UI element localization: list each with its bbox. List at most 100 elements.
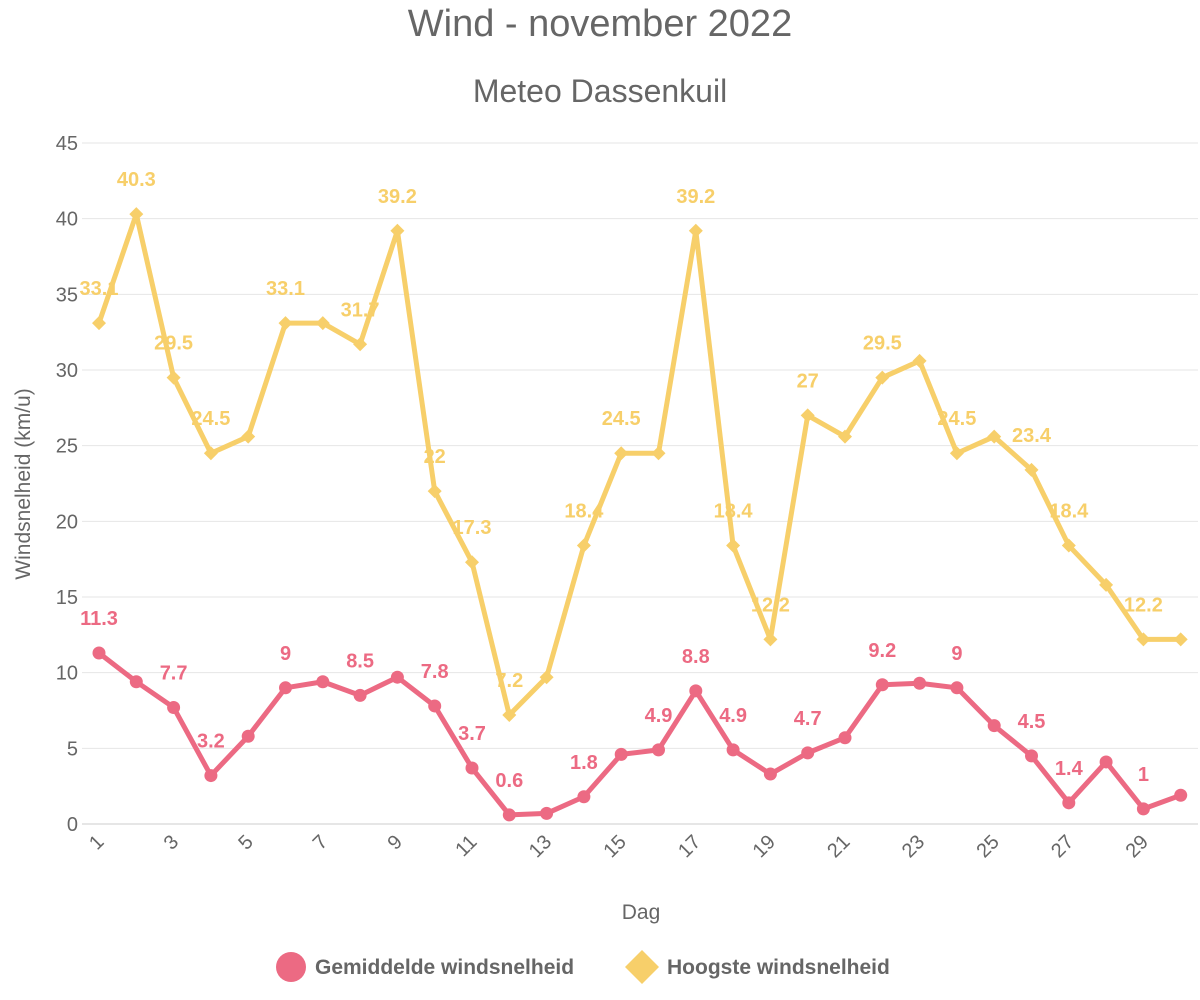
data-labels: 33.140.329.524.533.131.739.22217.37.218.… bbox=[80, 169, 1163, 792]
x-tick-label: 21 bbox=[823, 831, 854, 862]
y-axis-label: Windsnelheid (km/u) bbox=[12, 388, 35, 579]
data-point bbox=[1025, 749, 1038, 763]
data-point bbox=[539, 670, 554, 685]
legend-label-hoogste: Hoogste windsnelheid bbox=[667, 956, 890, 979]
legend[interactable]: Gemiddelde windsnelheid Hoogste windsnel… bbox=[276, 950, 890, 984]
data-label: 12.2 bbox=[1124, 594, 1163, 616]
data-label: 18.4 bbox=[564, 501, 604, 523]
data-label: 24.5 bbox=[191, 408, 230, 430]
x-tick-label: 17 bbox=[674, 831, 705, 862]
data-point bbox=[241, 429, 256, 444]
x-tick-label: 5 bbox=[234, 831, 257, 854]
data-point bbox=[502, 808, 516, 822]
data-label: 29.5 bbox=[863, 333, 902, 355]
data-point bbox=[465, 555, 479, 570]
data-label: 4.7 bbox=[794, 708, 822, 730]
data-label: 4.5 bbox=[1018, 711, 1046, 733]
data-point bbox=[801, 746, 815, 760]
data-label: 1 bbox=[1138, 764, 1149, 786]
data-point bbox=[577, 790, 591, 804]
data-point bbox=[987, 429, 1002, 444]
data-label: 3.7 bbox=[458, 723, 486, 745]
data-point bbox=[203, 446, 218, 461]
data-label: 24.5 bbox=[602, 408, 641, 430]
data-point bbox=[390, 223, 405, 238]
data-label: 0.6 bbox=[495, 770, 523, 792]
data-point bbox=[726, 743, 740, 757]
chart-subtitle: Meteo Dassenkuil bbox=[473, 73, 727, 109]
data-point bbox=[465, 761, 479, 775]
data-point bbox=[1099, 755, 1113, 769]
data-point bbox=[167, 700, 181, 714]
data-label: 7.7 bbox=[160, 662, 188, 684]
data-point bbox=[1136, 632, 1151, 647]
x-tick-label: 19 bbox=[749, 831, 780, 862]
data-point bbox=[576, 538, 591, 553]
y-tick-label: 10 bbox=[56, 663, 78, 685]
data-label: 33.1 bbox=[266, 278, 305, 300]
legend-item-hoogste[interactable]: Hoogste windsnelheid bbox=[625, 950, 890, 984]
y-tick-label: 15 bbox=[56, 587, 78, 609]
data-point bbox=[838, 429, 852, 444]
x-axis-label: Dag bbox=[622, 901, 661, 924]
data-point bbox=[1136, 802, 1150, 816]
x-tick-label: 29 bbox=[1122, 831, 1153, 862]
data-label: 29.5 bbox=[154, 333, 193, 355]
data-label: 1.4 bbox=[1055, 758, 1084, 780]
x-tick-label: 7 bbox=[309, 831, 332, 854]
legend-circle-icon bbox=[276, 952, 306, 982]
legend-item-gemiddelde[interactable]: Gemiddelde windsnelheid bbox=[276, 952, 574, 982]
data-label: 23.4 bbox=[1012, 425, 1052, 447]
data-point bbox=[875, 370, 890, 385]
data-label: 18.4 bbox=[714, 501, 754, 523]
series-line bbox=[96, 211, 1184, 718]
data-point bbox=[92, 316, 106, 331]
x-tick-label: 27 bbox=[1047, 831, 1078, 862]
data-point bbox=[949, 446, 964, 461]
y-tick-label: 0 bbox=[67, 814, 78, 836]
data-label: 39.2 bbox=[378, 186, 417, 208]
data-point bbox=[353, 688, 367, 702]
x-tick-label: 13 bbox=[525, 831, 556, 862]
data-point bbox=[92, 646, 106, 660]
y-tick-label: 35 bbox=[56, 284, 78, 306]
data-point bbox=[1062, 796, 1076, 810]
data-point bbox=[651, 446, 666, 461]
data-point bbox=[913, 676, 927, 690]
data-point bbox=[428, 699, 442, 713]
data-point bbox=[129, 675, 143, 689]
x-axis-ticks: 1 3 5 7 9 11 13 15 17 19 21 23 25 27 29 bbox=[85, 831, 1153, 862]
data-label: 7.2 bbox=[495, 670, 523, 692]
data-point bbox=[390, 670, 404, 684]
data-point bbox=[1024, 462, 1039, 477]
data-point bbox=[838, 731, 852, 745]
data-point bbox=[279, 681, 292, 695]
series-layer bbox=[92, 207, 1188, 822]
y-tick-label: 45 bbox=[56, 133, 78, 155]
data-point bbox=[1174, 788, 1188, 802]
data-label: 9 bbox=[951, 643, 962, 665]
data-point bbox=[315, 316, 330, 331]
data-point bbox=[129, 207, 144, 222]
legend-diamond-icon bbox=[625, 950, 659, 984]
data-label: 11.3 bbox=[80, 608, 118, 630]
data-point bbox=[688, 223, 703, 238]
data-point bbox=[763, 767, 777, 781]
data-point bbox=[726, 538, 741, 553]
y-axis-ticks: 0 5 10 15 20 25 30 35 40 45 bbox=[56, 133, 78, 836]
data-point bbox=[427, 484, 442, 499]
data-label: 4.9 bbox=[719, 705, 747, 727]
data-point bbox=[987, 719, 1001, 733]
data-point bbox=[204, 769, 218, 783]
data-label: 22 bbox=[424, 446, 446, 468]
data-label: 33.1 bbox=[80, 278, 119, 300]
data-label: 40.3 bbox=[117, 169, 156, 191]
data-point bbox=[502, 708, 517, 723]
data-label: 31.7 bbox=[341, 299, 380, 321]
data-point bbox=[875, 678, 889, 692]
legend-label-gemiddelde: Gemiddelde windsnelheid bbox=[315, 956, 574, 979]
y-tick-label: 30 bbox=[56, 360, 78, 382]
y-tick-label: 5 bbox=[67, 738, 78, 760]
